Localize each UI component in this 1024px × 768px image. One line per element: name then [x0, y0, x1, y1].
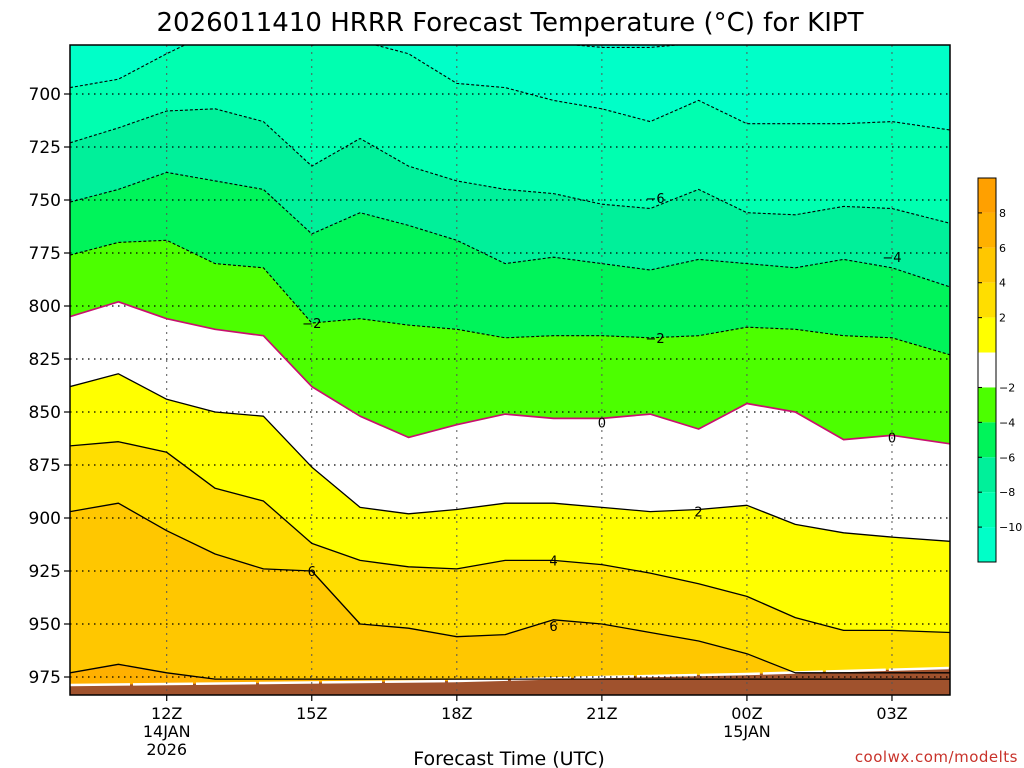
contour-0	[70, 300, 950, 445]
temperature-fill-bands	[70, 45, 950, 695]
colorbar-swatch	[978, 492, 996, 528]
x-tick-label: 21Z	[586, 704, 617, 723]
contour--4	[70, 171, 950, 288]
contour-label: 6	[308, 565, 316, 580]
colorbar-swatch	[978, 282, 996, 318]
chart-title: 2026011410 HRRR Forecast Temperature (°C…	[157, 8, 864, 38]
x-axis-label: Forecast Time (UTC)	[413, 748, 604, 768]
contour-2	[70, 373, 950, 542]
colorbar-frame	[977, 177, 997, 563]
plot-area: −6 −4 −2 −2 0 0 2 4 6 6	[69, 44, 951, 696]
y-tick-label: 900	[29, 509, 61, 529]
contour-label: −2	[645, 332, 664, 347]
x-tick-date: 15JAN	[723, 722, 771, 741]
y-tick-label: 875	[29, 456, 61, 476]
colorbar-label: −8	[999, 486, 1015, 499]
y-tick-label: 825	[29, 350, 61, 370]
colorbar-swatch	[978, 387, 996, 423]
grid-lines	[70, 45, 950, 695]
contour-8	[70, 663, 950, 680]
contour-4	[70, 441, 950, 634]
x-tick-label: 12Z	[151, 704, 182, 723]
x-tick-year: 2026	[146, 740, 187, 759]
colorbar-swatch	[978, 247, 996, 283]
contour--2	[70, 239, 950, 356]
colorbar-swatch	[978, 457, 996, 493]
y-tick-label: 975	[29, 668, 61, 688]
y-tick-label: 850	[29, 403, 61, 423]
contour-label: 4	[549, 554, 557, 569]
colorbar-label: −6	[999, 451, 1015, 464]
colorbar-label: 4	[999, 277, 1006, 290]
x-tick-label: 15Z	[296, 704, 327, 723]
contour-6	[70, 502, 950, 674]
colorbar-swatch	[978, 317, 996, 353]
colorbar-swatch	[978, 352, 996, 388]
contour-label: 2	[694, 506, 702, 521]
x-tick-label: 03Z	[876, 704, 907, 723]
y-tick-label: 775	[29, 244, 61, 264]
x-tick-date: 14JAN	[143, 722, 191, 741]
colorbar-legend: 8 6 4 2 −2 −4 −6 −8 −10	[977, 177, 1022, 563]
y-tick-label: 800	[29, 297, 61, 317]
colorbar-swatch	[978, 212, 996, 248]
contour-label: 0	[888, 431, 896, 446]
contour-labels: −6 −4 −2 −2 0 0 2 4 6 6	[302, 192, 901, 635]
colorbar-swatch	[978, 178, 996, 213]
colorbar-label: −2	[999, 381, 1015, 394]
contour--6	[70, 108, 950, 224]
plot-frame	[69, 44, 951, 696]
isotherm-contours	[70, 45, 950, 680]
y-tick-label: 750	[29, 191, 61, 211]
x-tick-label: 00Z	[731, 704, 762, 723]
colorbar-label: 8	[999, 207, 1006, 220]
contour-label: −6	[645, 192, 664, 207]
fill-band--8	[70, 45, 950, 130]
y-tick-label: 700	[29, 85, 61, 105]
contour-label: −4	[882, 251, 901, 266]
y-tick-label: 950	[29, 615, 61, 635]
colorbar-label: −10	[999, 521, 1022, 534]
colorbar-swatch	[978, 527, 996, 562]
contour-label: 0	[598, 417, 606, 432]
colorbar-label: 2	[999, 312, 1006, 325]
contour-label: −2	[302, 317, 321, 332]
colorbar-label: −4	[999, 416, 1015, 429]
colorbar-swatch	[978, 422, 996, 458]
credit-text: coolwx.com/modelts	[855, 748, 1018, 766]
contour-label: 6	[549, 620, 557, 635]
y-tick-label: 925	[29, 562, 61, 582]
colorbar-label: 6	[999, 242, 1006, 255]
x-tick-label: 18Z	[441, 704, 472, 723]
y-axis: 700 725 750 775 800 825 850 875 900 925 950 975	[29, 85, 70, 688]
y-tick-label: 725	[29, 138, 61, 158]
